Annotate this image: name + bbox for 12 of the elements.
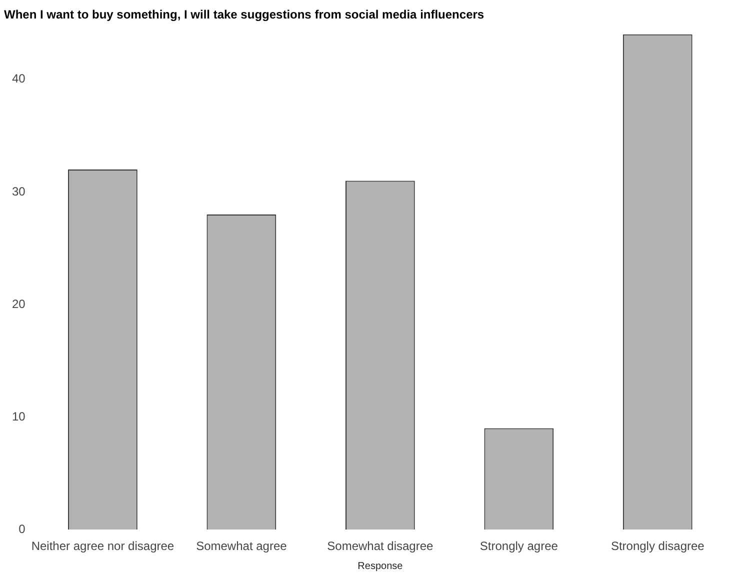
y-tick-label: 40 xyxy=(12,72,26,86)
y-tick-label: 30 xyxy=(12,184,26,198)
y-tick-label: 10 xyxy=(12,409,26,424)
x-axis-title: Response xyxy=(358,560,404,572)
x-tick-label: Somewhat disagree xyxy=(327,539,434,554)
x-tick-label: Strongly agree xyxy=(480,539,558,554)
chart-title: When I want to buy something, I will take suggestions from social media influencers xyxy=(4,8,484,22)
x-tick-label: Somewhat agree xyxy=(196,539,288,554)
x-tick-label: Strongly disagree xyxy=(610,539,705,554)
y-tick-label: 0 xyxy=(18,522,26,536)
x-tick-label: Neither agree nor disagree xyxy=(31,539,174,554)
y-tick-label: 20 xyxy=(12,296,26,311)
